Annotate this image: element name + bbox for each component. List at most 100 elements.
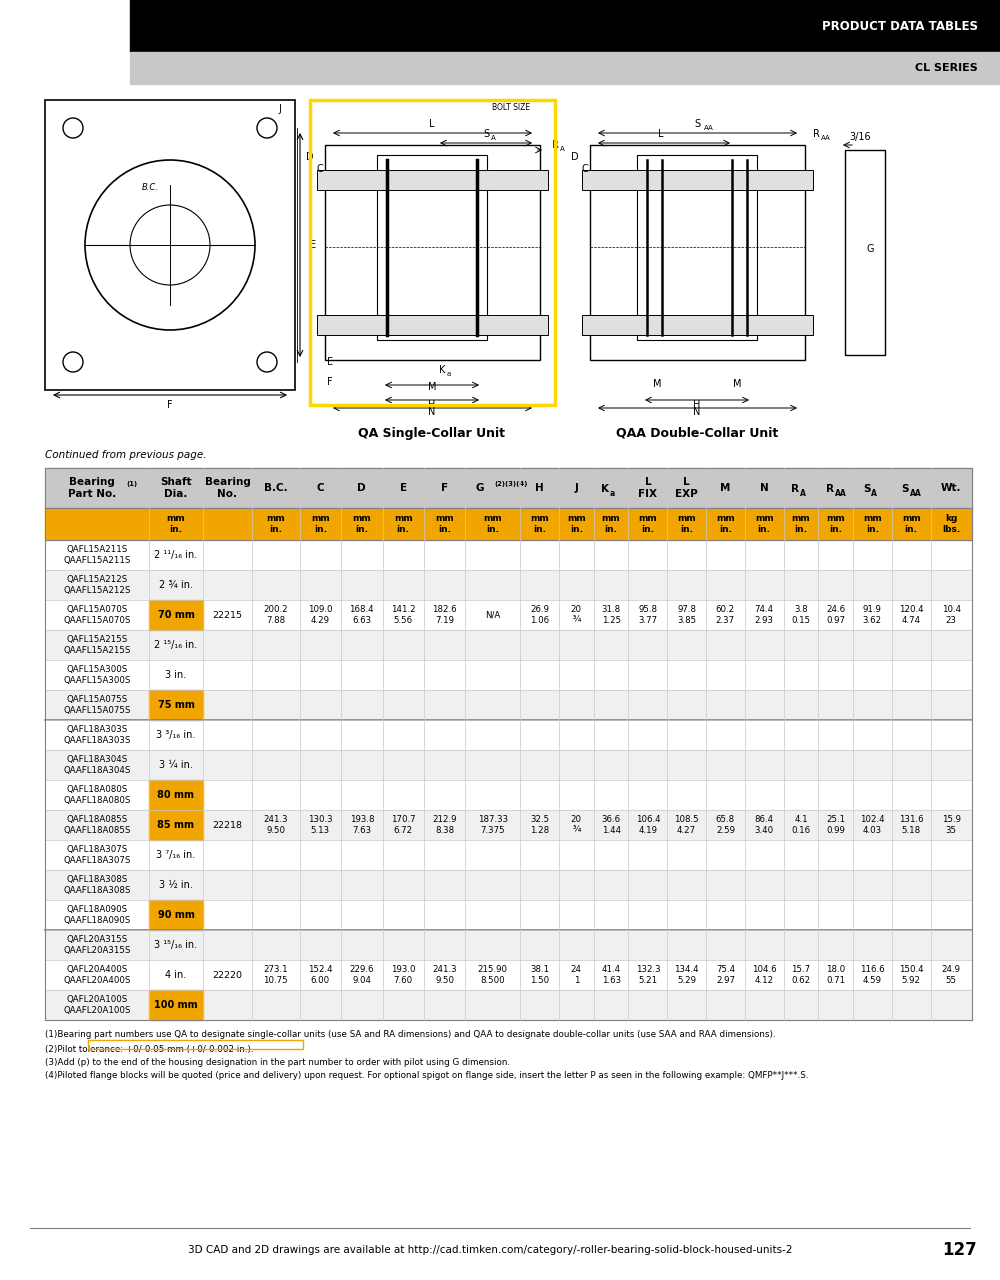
Text: Shaft
Dia.: Shaft Dia. — [160, 477, 192, 499]
Text: 22218: 22218 — [212, 820, 242, 829]
Text: 60.2
2.37: 60.2 2.37 — [716, 605, 735, 625]
Text: mm
in.: mm in. — [394, 515, 413, 534]
Bar — [317, 170, 548, 189]
Bar — [45, 540, 972, 570]
Text: R: R — [813, 129, 820, 140]
Text: D: D — [306, 152, 314, 163]
Text: 132.3
5.21: 132.3 5.21 — [636, 965, 660, 984]
Text: mm
in.: mm in. — [567, 515, 586, 534]
Text: A: A — [800, 489, 806, 498]
Text: C: C — [582, 164, 588, 174]
Text: mm
in.: mm in. — [755, 515, 774, 534]
Text: QA Single-Collar Unit: QA Single-Collar Unit — [358, 428, 506, 440]
Text: QAFL18A303S
QAAFL18A303S: QAFL18A303S QAAFL18A303S — [63, 726, 130, 745]
Text: 10.4
23: 10.4 23 — [942, 605, 961, 625]
Bar — [45, 931, 972, 960]
Text: 106.4
4.19: 106.4 4.19 — [636, 815, 660, 835]
Text: 102.4
4.03: 102.4 4.03 — [860, 815, 885, 835]
Text: PRODUCT DATA TABLES: PRODUCT DATA TABLES — [822, 19, 978, 32]
Bar — [45, 780, 972, 810]
Text: AA: AA — [910, 489, 922, 498]
Text: S: S — [694, 119, 700, 129]
Text: QAFL18A308S
QAAFL18A308S: QAFL18A308S QAAFL18A308S — [63, 876, 130, 895]
Text: mm
in.: mm in. — [352, 515, 371, 534]
Text: QAFL18A085S
QAAFL18A085S: QAFL18A085S QAAFL18A085S — [63, 815, 130, 835]
Bar — [310, 100, 555, 404]
Text: 26.9
1.06: 26.9 1.06 — [530, 605, 549, 625]
Text: C: C — [317, 164, 323, 174]
Text: 41.4
1.63: 41.4 1.63 — [602, 965, 621, 984]
Text: mm
in.: mm in. — [435, 515, 454, 534]
Text: 24.9
55: 24.9 55 — [942, 965, 961, 984]
Text: 75 mm: 75 mm — [158, 700, 194, 710]
Text: 38.1
1.50: 38.1 1.50 — [530, 965, 549, 984]
Text: Continued from previous page.: Continued from previous page. — [45, 451, 207, 460]
Text: M: M — [720, 483, 731, 493]
Text: QAFL18A090S
QAAFL18A090S: QAFL18A090S QAAFL18A090S — [63, 905, 130, 924]
Text: 22220: 22220 — [212, 970, 242, 979]
Text: M: M — [733, 379, 741, 389]
Text: mm
in.: mm in. — [311, 515, 330, 534]
Text: 75.4
2.97: 75.4 2.97 — [716, 965, 735, 984]
Bar — [88, 1039, 303, 1050]
Text: 215.90
8.500: 215.90 8.500 — [478, 965, 508, 984]
Text: 200.2
7.88: 200.2 7.88 — [263, 605, 288, 625]
Text: 74.4
2.93: 74.4 2.93 — [755, 605, 774, 625]
Text: A: A — [871, 489, 877, 498]
Text: E: E — [310, 241, 316, 250]
Text: 20
¾: 20 ¾ — [571, 605, 582, 625]
Text: H: H — [428, 399, 436, 410]
Bar — [582, 170, 813, 189]
Text: 90 mm: 90 mm — [158, 910, 194, 920]
Bar — [377, 155, 487, 340]
Text: 3 ⁷/₁₆ in.: 3 ⁷/₁₆ in. — [156, 850, 196, 860]
Text: 32.5
1.28: 32.5 1.28 — [530, 815, 549, 835]
Text: AA: AA — [835, 489, 846, 498]
Text: 3D CAD and 2D drawings are available at http://cad.timken.com/category/-roller-b: 3D CAD and 2D drawings are available at … — [188, 1245, 792, 1254]
Bar — [149, 600, 203, 630]
Text: 150.4
5.92: 150.4 5.92 — [899, 965, 923, 984]
Text: 100 mm: 100 mm — [154, 1000, 198, 1010]
Text: QAFL15A211S
QAAFL15A211S: QAFL15A211S QAAFL15A211S — [63, 545, 130, 564]
Bar — [45, 989, 972, 1020]
Text: (3)Add (p) to the end of the housing designation in the part number to order wit: (3)Add (p) to the end of the housing des… — [45, 1059, 510, 1068]
Text: 182.6
7.19: 182.6 7.19 — [432, 605, 457, 625]
Text: 70 mm: 70 mm — [158, 611, 194, 620]
Text: 168.4
6.63: 168.4 6.63 — [349, 605, 374, 625]
Bar — [130, 0, 1000, 52]
Text: K: K — [439, 365, 445, 375]
Text: mm
in.: mm in. — [638, 515, 657, 534]
Text: N: N — [428, 407, 436, 417]
Text: 130.3
5.13: 130.3 5.13 — [308, 815, 333, 835]
Text: N/A: N/A — [485, 611, 500, 620]
Text: AA: AA — [704, 125, 714, 131]
Bar — [45, 840, 972, 870]
Text: QAFL20A315S
QAAFL20A315S: QAFL20A315S QAAFL20A315S — [63, 936, 130, 955]
Text: E: E — [400, 483, 407, 493]
Text: M: M — [653, 379, 661, 389]
Text: 3/16: 3/16 — [849, 132, 871, 142]
Text: (2)Pilot tolerance: +0/-0.05 mm (+0/-0.002 in.).: (2)Pilot tolerance: +0/-0.05 mm (+0/-0.0… — [45, 1044, 254, 1053]
Text: 152.4
6.00: 152.4 6.00 — [308, 965, 333, 984]
Bar — [45, 870, 972, 900]
Text: 3 ³/₁₆ in.: 3 ³/₁₆ in. — [156, 730, 196, 740]
Text: F: F — [441, 483, 448, 493]
Text: S: S — [902, 484, 909, 494]
Bar — [45, 750, 972, 780]
Text: F: F — [327, 378, 333, 387]
Text: 3 in.: 3 in. — [165, 669, 187, 680]
Bar — [317, 315, 548, 335]
Text: QAFL20A400S
QAAFL20A400S: QAFL20A400S QAAFL20A400S — [63, 965, 130, 984]
Text: L: L — [658, 129, 664, 140]
Text: 120.4
4.74: 120.4 4.74 — [899, 605, 923, 625]
Text: mm
in.: mm in. — [167, 515, 185, 534]
Text: 4 in.: 4 in. — [165, 970, 187, 980]
Text: 241.3
9.50: 241.3 9.50 — [432, 965, 457, 984]
Text: 15.7
0.62: 15.7 0.62 — [791, 965, 810, 984]
Text: 24
1: 24 1 — [571, 965, 582, 984]
Text: QAFL15A300S
QAAFL15A300S: QAFL15A300S QAAFL15A300S — [63, 666, 130, 685]
Text: QAA Double-Collar Unit: QAA Double-Collar Unit — [616, 428, 778, 440]
Bar — [149, 900, 203, 931]
Bar — [45, 570, 972, 600]
Text: a: a — [447, 371, 451, 378]
